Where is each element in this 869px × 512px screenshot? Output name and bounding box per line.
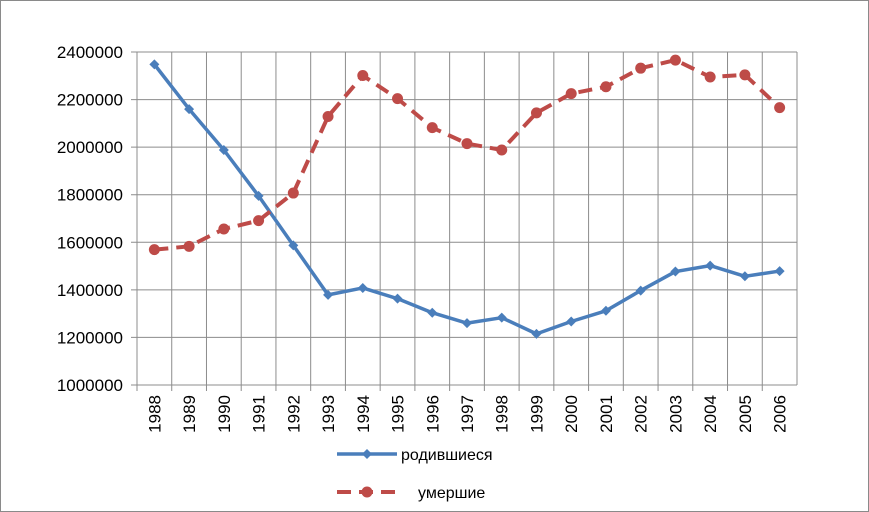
x-tick-label: 2004 (701, 395, 720, 433)
x-tick-label: 1997 (458, 395, 477, 433)
horizontal-gridlines (131, 51, 797, 386)
data-point-born (218, 144, 229, 155)
data-point-born (253, 190, 264, 201)
x-tick-label: 1989 (180, 395, 199, 433)
series-line-died (154, 58, 782, 252)
x-axis-tick-labels: 1988 1989 1990 1991 1992 1993 1994 1995 1996 1997… (145, 395, 789, 433)
legend-label: умершие (418, 485, 485, 502)
y-tick-label: 2000000 (57, 138, 123, 157)
data-point-born (774, 266, 785, 277)
y-tick-label: 1200000 (57, 328, 123, 347)
data-point-died (739, 69, 751, 81)
legend-label: родившиеся (401, 447, 493, 464)
data-point-died (669, 54, 681, 66)
x-tick-label: 1996 (423, 395, 442, 433)
y-tick-label: 1400000 (57, 281, 123, 300)
data-point-born (496, 312, 507, 323)
data-point-died (357, 70, 369, 82)
y-tick-label: 1800000 (57, 186, 123, 205)
x-tick-label: 1999 (527, 395, 546, 433)
data-point-born (670, 266, 681, 277)
x-tick-label: 1991 (250, 395, 269, 433)
data-point-born (531, 328, 542, 339)
legend-marker (362, 449, 372, 459)
series-born (149, 59, 785, 339)
data-point-born (600, 305, 611, 316)
x-tick-label: 1998 (493, 395, 512, 433)
data-point-born (427, 307, 438, 318)
data-point-died (426, 122, 438, 134)
series-line-born (152, 63, 780, 336)
legend: родившиеся умершие (337, 447, 493, 502)
data-point-born (739, 271, 750, 282)
data-point-died (635, 62, 647, 74)
x-tick-label: 1992 (284, 395, 303, 433)
data-point-died (148, 244, 160, 256)
x-tick-label: 2006 (771, 395, 790, 433)
data-point-died (565, 88, 577, 100)
legend-item-born: родившиеся (337, 447, 493, 464)
data-point-born (184, 104, 195, 115)
data-point-born (462, 318, 472, 329)
x-tick-label: 1995 (389, 395, 408, 433)
x-tick-label: 1988 (145, 395, 164, 433)
data-point-born (357, 282, 368, 293)
data-point-died (287, 187, 299, 199)
y-tick-label: 2200000 (57, 91, 123, 110)
x-tick-label: 2002 (632, 395, 651, 433)
x-tick-label: 2003 (666, 395, 685, 433)
data-point-died (183, 240, 195, 252)
x-tick-label: 1994 (354, 395, 373, 433)
plot-series (148, 54, 786, 339)
y-axis-tick-labels: 1000000 1200000 1400000 1600000 1800000 20000… (57, 43, 123, 395)
data-point-born (288, 240, 299, 251)
y-tick-label: 1000000 (57, 376, 123, 395)
data-point-died (461, 138, 473, 150)
data-point-died (496, 144, 508, 156)
data-point-died (322, 110, 334, 122)
data-point-died (218, 223, 230, 235)
data-point-born (705, 260, 716, 271)
legend-item-died: умершие (337, 485, 485, 502)
data-point-died (704, 71, 716, 83)
x-tick-label: 2000 (562, 395, 581, 433)
legend-marker (361, 486, 373, 498)
data-point-born (566, 316, 577, 327)
data-point-born (149, 59, 160, 70)
x-tick-label: 1990 (215, 395, 234, 433)
x-tick-label: 2001 (597, 395, 616, 433)
data-point-died (530, 107, 542, 119)
data-point-died (774, 102, 786, 114)
y-tick-label: 2400000 (57, 43, 123, 62)
data-point-died (253, 215, 265, 227)
data-point-born (635, 285, 646, 296)
x-tick-label: 1993 (319, 395, 338, 433)
data-point-died (392, 93, 404, 105)
vertical-gridlines (136, 52, 798, 391)
data-point-died (600, 81, 612, 93)
series-died (148, 54, 786, 256)
data-point-born (323, 289, 334, 300)
y-tick-label: 1600000 (57, 233, 123, 252)
data-point-born (392, 293, 403, 304)
x-tick-label: 2005 (736, 395, 755, 433)
